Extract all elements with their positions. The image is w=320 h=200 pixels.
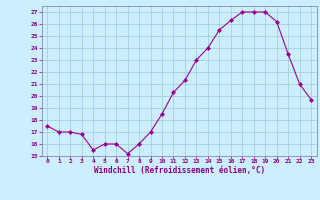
X-axis label: Windchill (Refroidissement éolien,°C): Windchill (Refroidissement éolien,°C) <box>94 166 265 175</box>
